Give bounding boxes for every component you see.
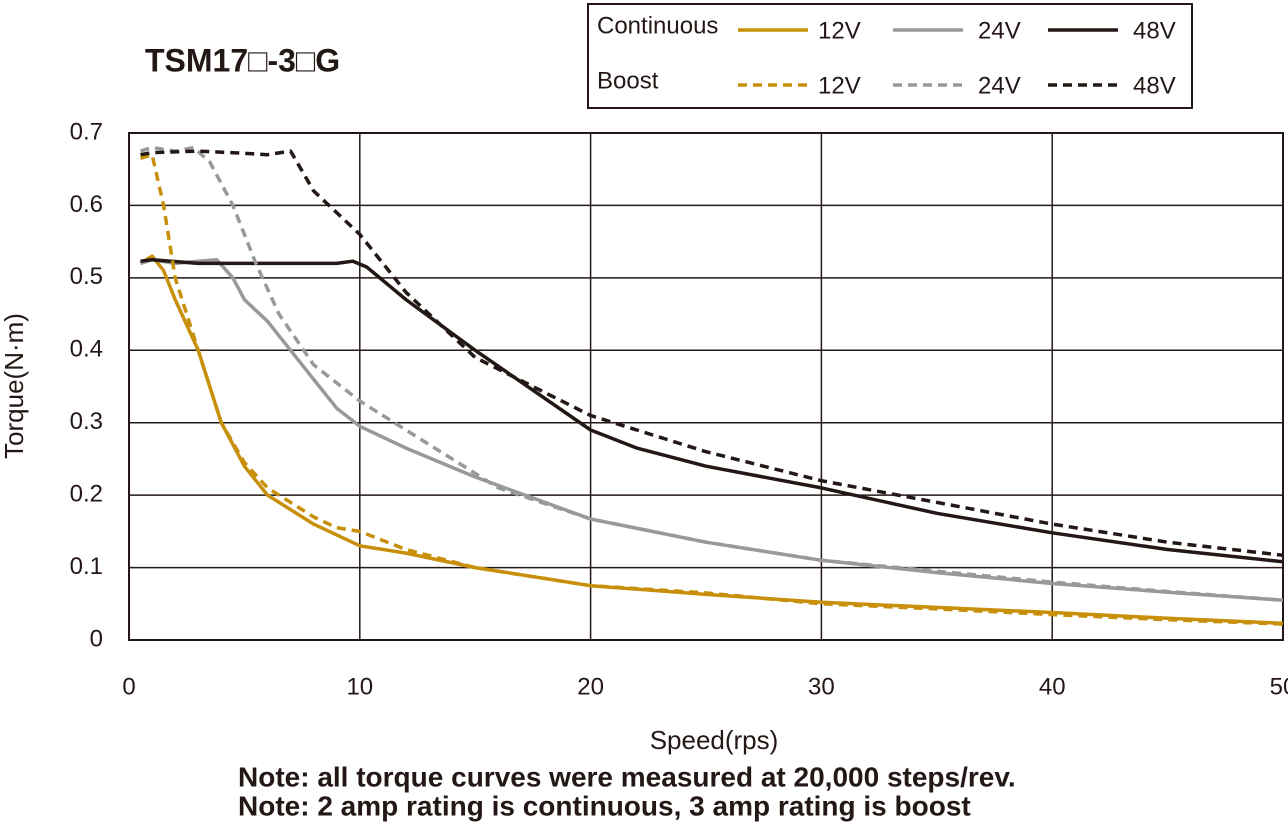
legend-label: 48V — [1133, 17, 1176, 44]
x-tick-label: 50 — [1270, 673, 1288, 700]
legend-group-label: Continuous — [597, 12, 718, 39]
x-axis-label: Speed(rps) — [650, 725, 779, 755]
line — [139, 257, 1284, 602]
y-tick-label: 0.5 — [70, 263, 103, 290]
y-tick-label: 0.1 — [70, 553, 103, 580]
legend-label: 24V — [978, 72, 1021, 99]
y-tick-label: 0 — [90, 625, 103, 652]
x-tick-label: 20 — [577, 673, 604, 700]
x-tick-label: 30 — [808, 673, 835, 700]
legend-label: 12V — [818, 72, 861, 99]
note: Note: all torque curves were measured at… — [238, 761, 1016, 792]
legend-box — [587, 3, 1193, 109]
line — [139, 152, 1284, 626]
x-tick-label: 0 — [122, 673, 135, 700]
y-tick-label: 0.7 — [70, 118, 103, 145]
y-tick-label: 0.4 — [70, 336, 103, 363]
y-tick-label: 0.6 — [70, 191, 103, 218]
y-axis-label: Torque(N·m) — [0, 313, 29, 459]
legend-label: 24V — [978, 17, 1021, 44]
note: Note: 2 amp rating is continuous, 3 amp … — [238, 790, 971, 821]
line — [140, 149, 1284, 558]
line — [139, 145, 1284, 602]
legend-label: 12V — [818, 17, 861, 44]
x-tick-label: 40 — [1039, 673, 1066, 700]
y-tick-label: 0.2 — [70, 480, 103, 507]
plot-border — [128, 132, 1284, 641]
legend-group-label: Boost — [597, 67, 659, 94]
legend-label: 48V — [1133, 72, 1176, 99]
x-tick-label: 10 — [346, 673, 373, 700]
y-tick-label: 0.3 — [70, 408, 103, 435]
chart-title: TSM17□-3□G — [145, 42, 340, 78]
